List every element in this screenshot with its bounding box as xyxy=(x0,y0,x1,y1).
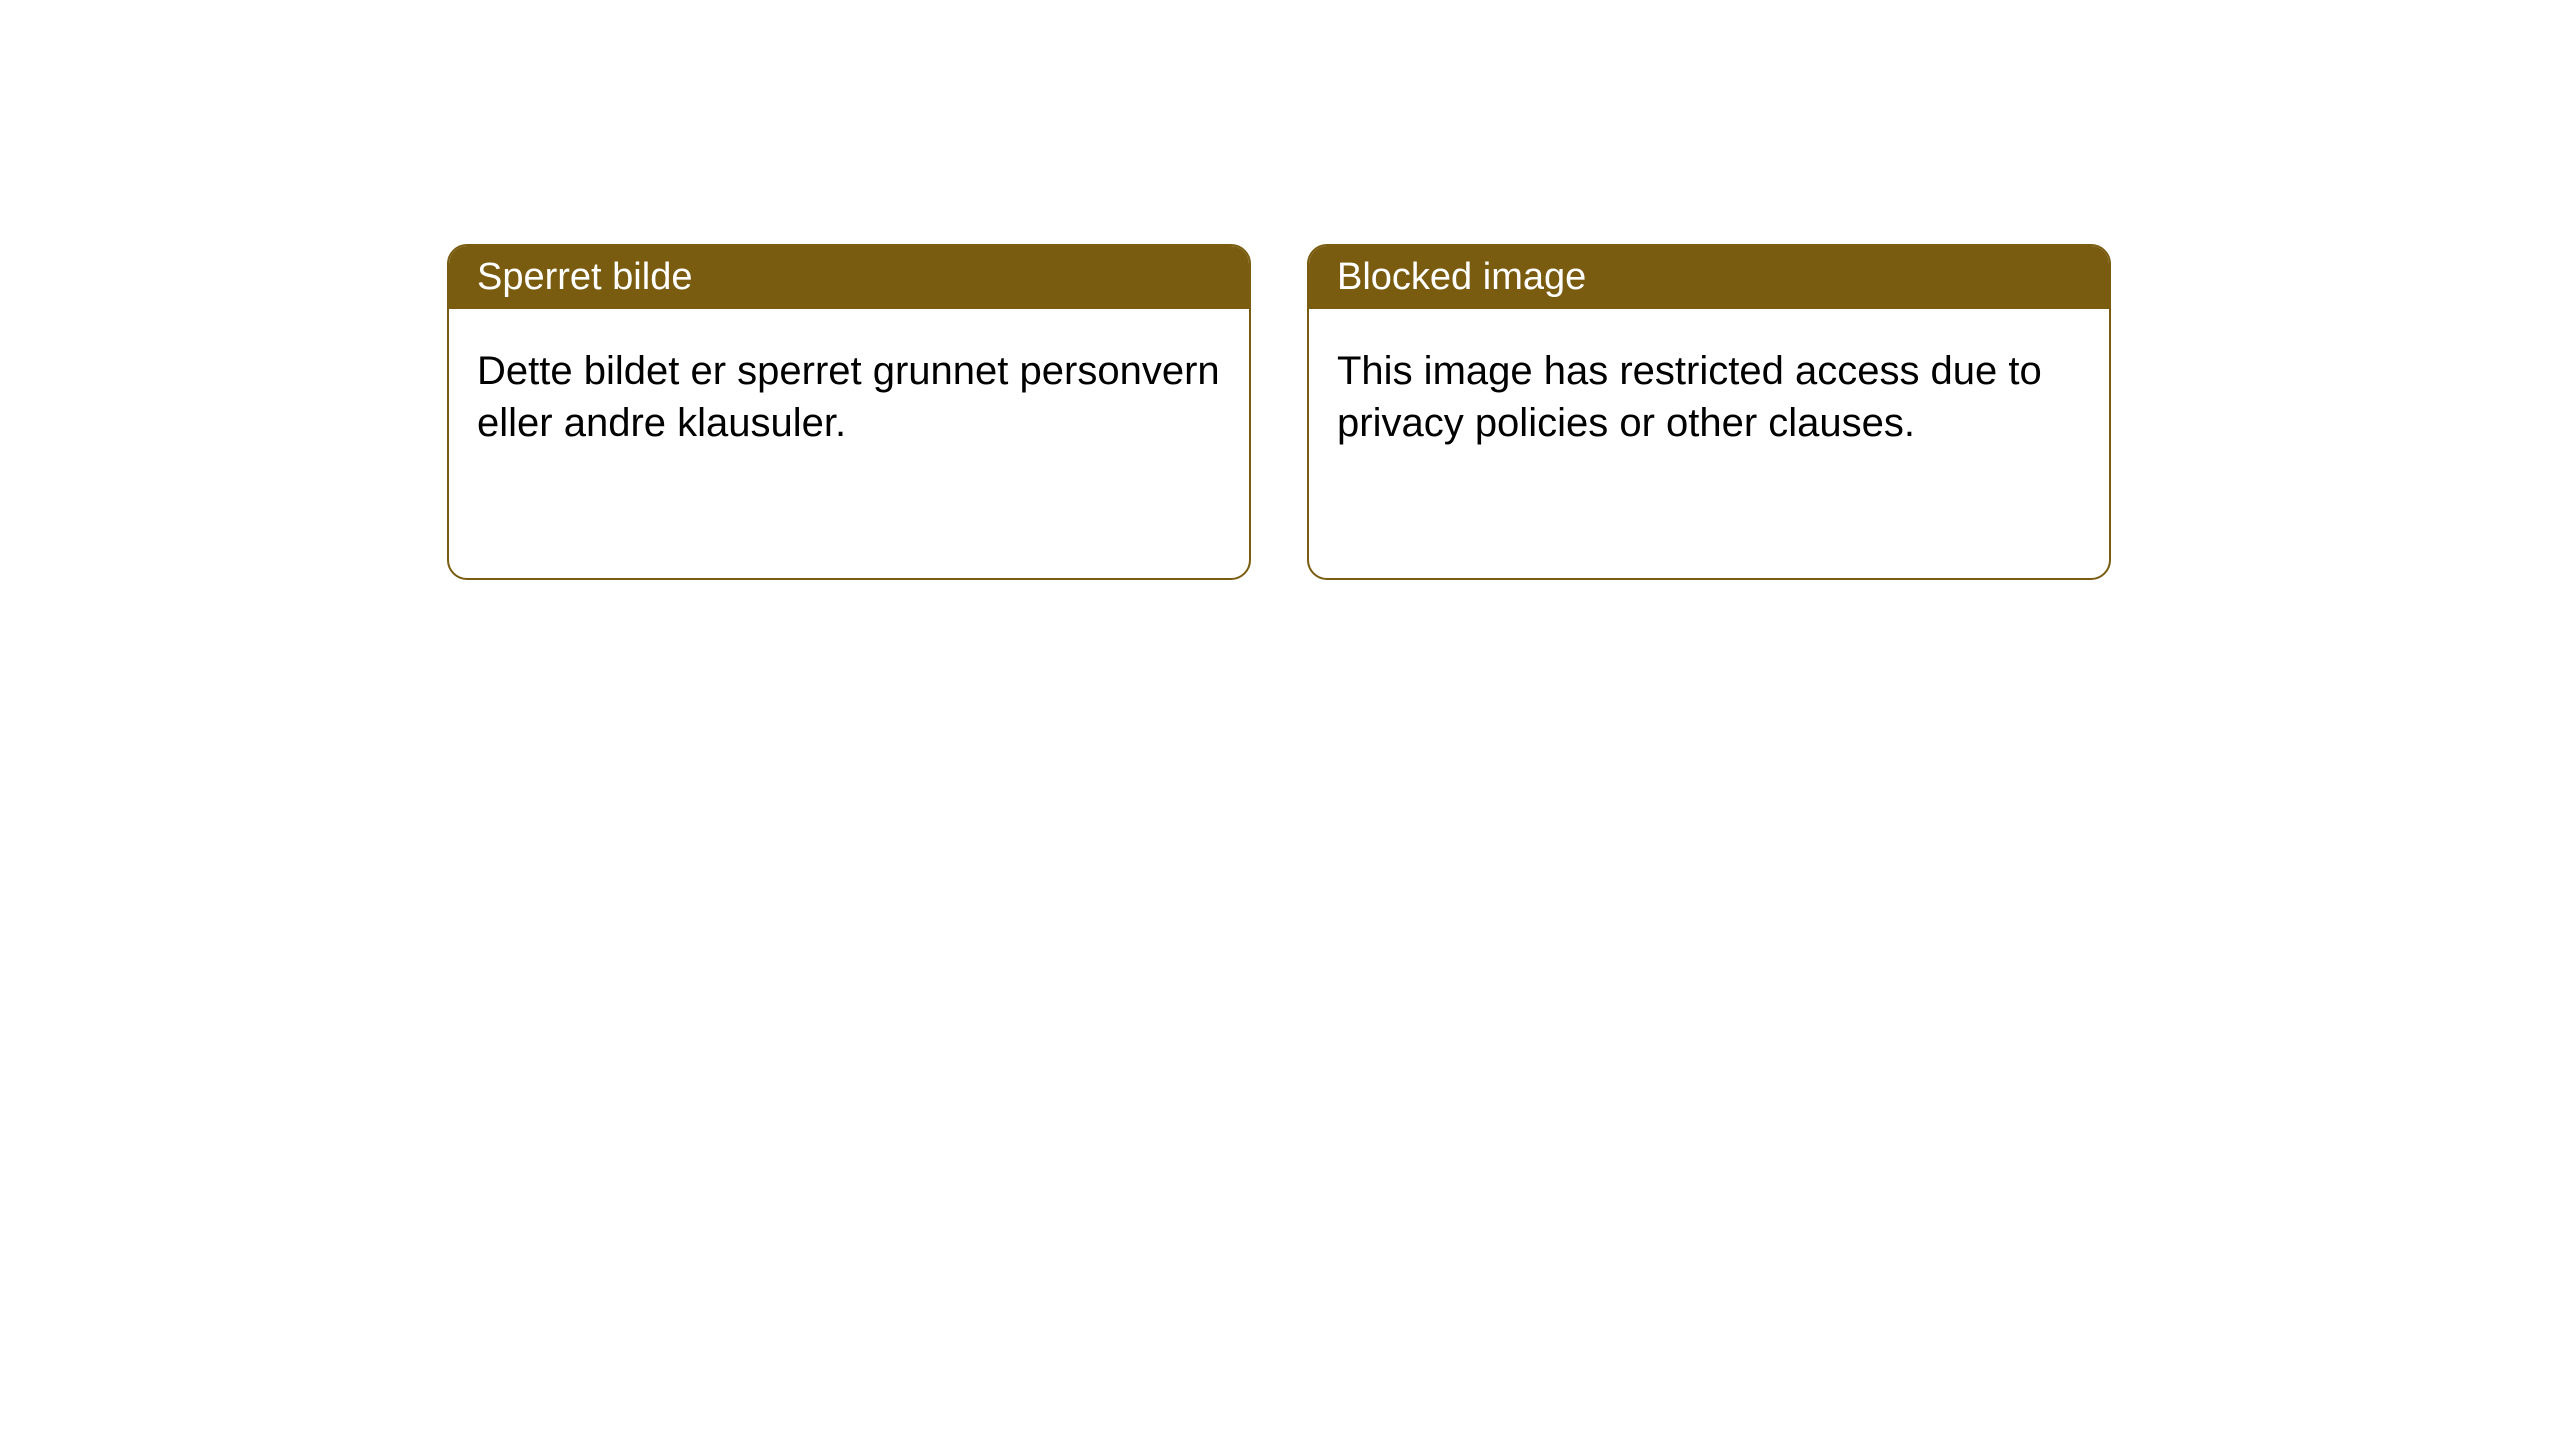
cards-container: Sperret bilde Dette bildet er sperret gr… xyxy=(0,0,2560,580)
card-title: Sperret bilde xyxy=(477,256,692,298)
card-header: Blocked image xyxy=(1309,246,2109,309)
blocked-image-card-en: Blocked image This image has restricted … xyxy=(1307,244,2111,580)
card-body-text: Dette bildet er sperret grunnet personve… xyxy=(477,349,1220,445)
card-title: Blocked image xyxy=(1337,256,1586,298)
card-body: Dette bildet er sperret grunnet personve… xyxy=(449,309,1249,485)
card-header: Sperret bilde xyxy=(449,246,1249,309)
blocked-image-card-no: Sperret bilde Dette bildet er sperret gr… xyxy=(447,244,1251,580)
card-body-text: This image has restricted access due to … xyxy=(1337,349,2042,445)
card-body: This image has restricted access due to … xyxy=(1309,309,2109,485)
